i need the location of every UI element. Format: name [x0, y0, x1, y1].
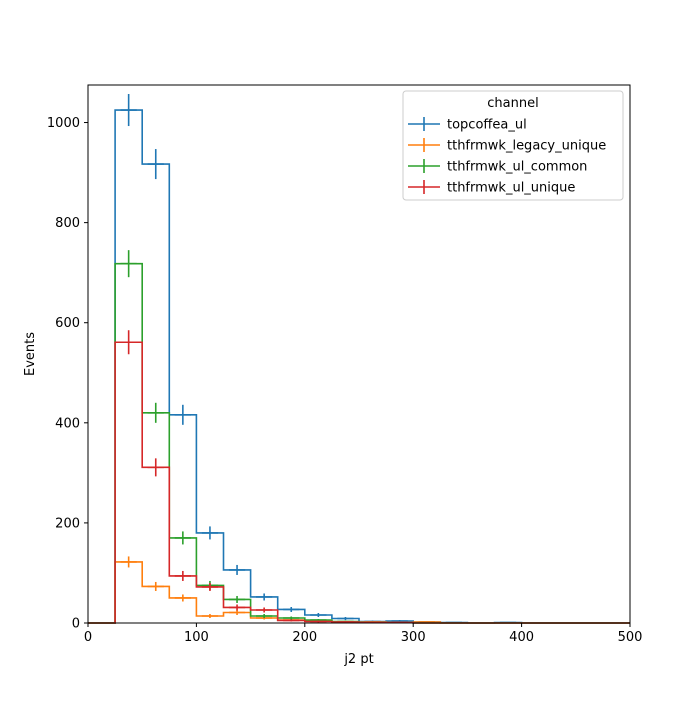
- legend-item: tthfrmwk_legacy_unique: [408, 138, 606, 154]
- x-axis-label: j2 pt: [343, 652, 373, 667]
- x-tick-label: 200: [292, 630, 317, 645]
- x-tick-label: 500: [618, 630, 643, 645]
- x-axis-ticks: 0 100 200 300 400 500: [84, 623, 643, 645]
- y-tick-label: 600: [55, 316, 80, 331]
- y-axis-label: Events: [23, 332, 38, 376]
- y-tick-label: 200: [55, 516, 80, 531]
- x-tick-label: 100: [184, 630, 209, 645]
- legend: channel topcoffea_ul tthfrmwk_legacy_uniqu…: [402, 90, 624, 201]
- legend-item: tthfrmwk_ul_common: [408, 159, 587, 175]
- legend-label: tthfrmwk_ul_common: [447, 160, 587, 175]
- x-tick-label: 400: [509, 630, 534, 645]
- x-tick-label: 300: [401, 630, 426, 645]
- legend-label: topcoffea_ul: [447, 118, 527, 133]
- y-tick-label: 1000: [47, 116, 80, 131]
- legend-item: tthfrmwk_ul_unique: [408, 180, 575, 196]
- legend-box: [402, 90, 624, 201]
- y-tick-label: 800: [55, 216, 80, 231]
- y-tick-label: 0: [72, 617, 80, 632]
- legend-title: channel: [487, 96, 538, 111]
- legend-label: tthfrmwk_ul_unique: [447, 181, 575, 196]
- x-tick-label: 0: [84, 630, 92, 645]
- legend-label: tthfrmwk_legacy_unique: [447, 139, 606, 154]
- y-tick-label: 400: [55, 416, 80, 431]
- y-axis-ticks: 0 200 400 600 800 1000: [47, 116, 88, 632]
- axes-frame: [87, 84, 631, 624]
- legend-item: topcoffea_ul: [408, 117, 527, 133]
